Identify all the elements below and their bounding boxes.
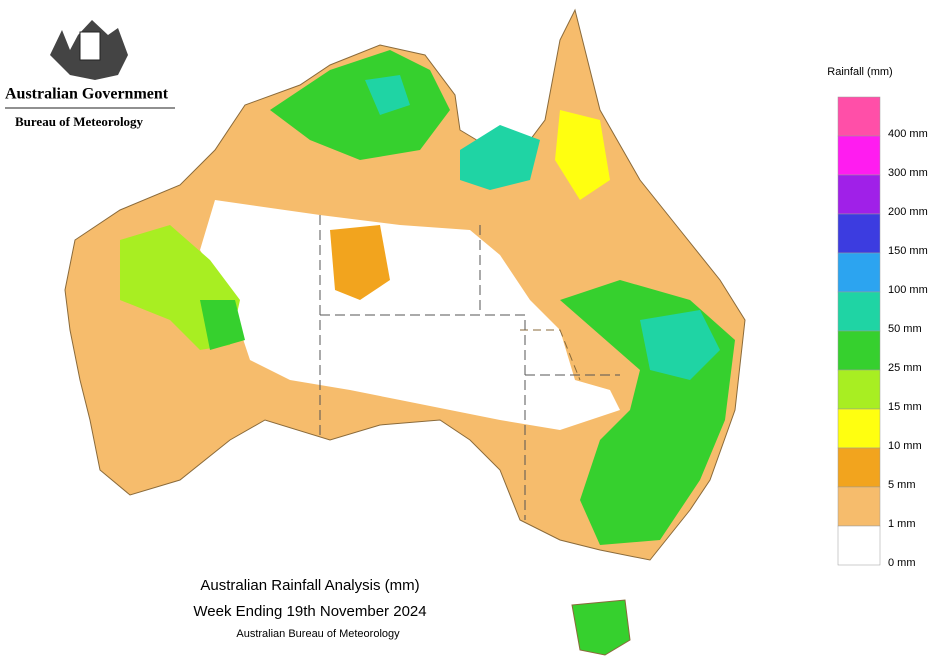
legend-swatch — [837, 369, 881, 410]
legend-swatch — [837, 96, 881, 137]
bureau-name: Bureau of Meteorology — [15, 114, 144, 129]
legend-label: 50 mm — [888, 323, 922, 335]
legend-swatch — [837, 252, 881, 293]
legend-label: 1 mm — [888, 518, 916, 530]
legend-swatch — [837, 447, 881, 488]
legend-label: 300 mm — [888, 167, 928, 179]
legend-swatch — [837, 486, 881, 527]
mainland — [64, 8, 746, 561]
legend-title: Rainfall (mm) — [827, 66, 892, 78]
legend-label: 5 mm — [888, 479, 916, 491]
map-title: Australian Rainfall Analysis (mm) — [200, 577, 419, 594]
tasmania — [571, 599, 631, 656]
legend-label: 200 mm — [888, 206, 928, 218]
legend-swatch — [837, 330, 881, 371]
legend-label: 400 mm — [888, 128, 928, 140]
legend-swatch — [837, 525, 881, 566]
legend-label: 10 mm — [888, 440, 922, 452]
legend: 400 mm 300 mm 200 mm 150 mm 100 mm 50 mm 25 mm… — [837, 96, 928, 569]
legend-label: 100 mm — [888, 284, 928, 296]
map-subtitle: Week Ending 19th November 2024 — [193, 603, 426, 620]
legend-label: 15 mm — [888, 401, 922, 413]
agency-name: Australian Government — [5, 86, 169, 103]
map-source: Australian Bureau of Meteorology — [236, 628, 400, 640]
legend-swatch — [837, 291, 881, 332]
legend-label: 150 mm — [888, 245, 928, 257]
legend-label: 25 mm — [888, 362, 922, 374]
legend-label: 0 mm — [888, 557, 916, 569]
crest — [50, 20, 128, 80]
legend-swatch — [837, 213, 881, 254]
legend-swatch — [837, 408, 881, 449]
legend-swatch — [837, 135, 881, 176]
legend-swatch — [837, 174, 881, 215]
